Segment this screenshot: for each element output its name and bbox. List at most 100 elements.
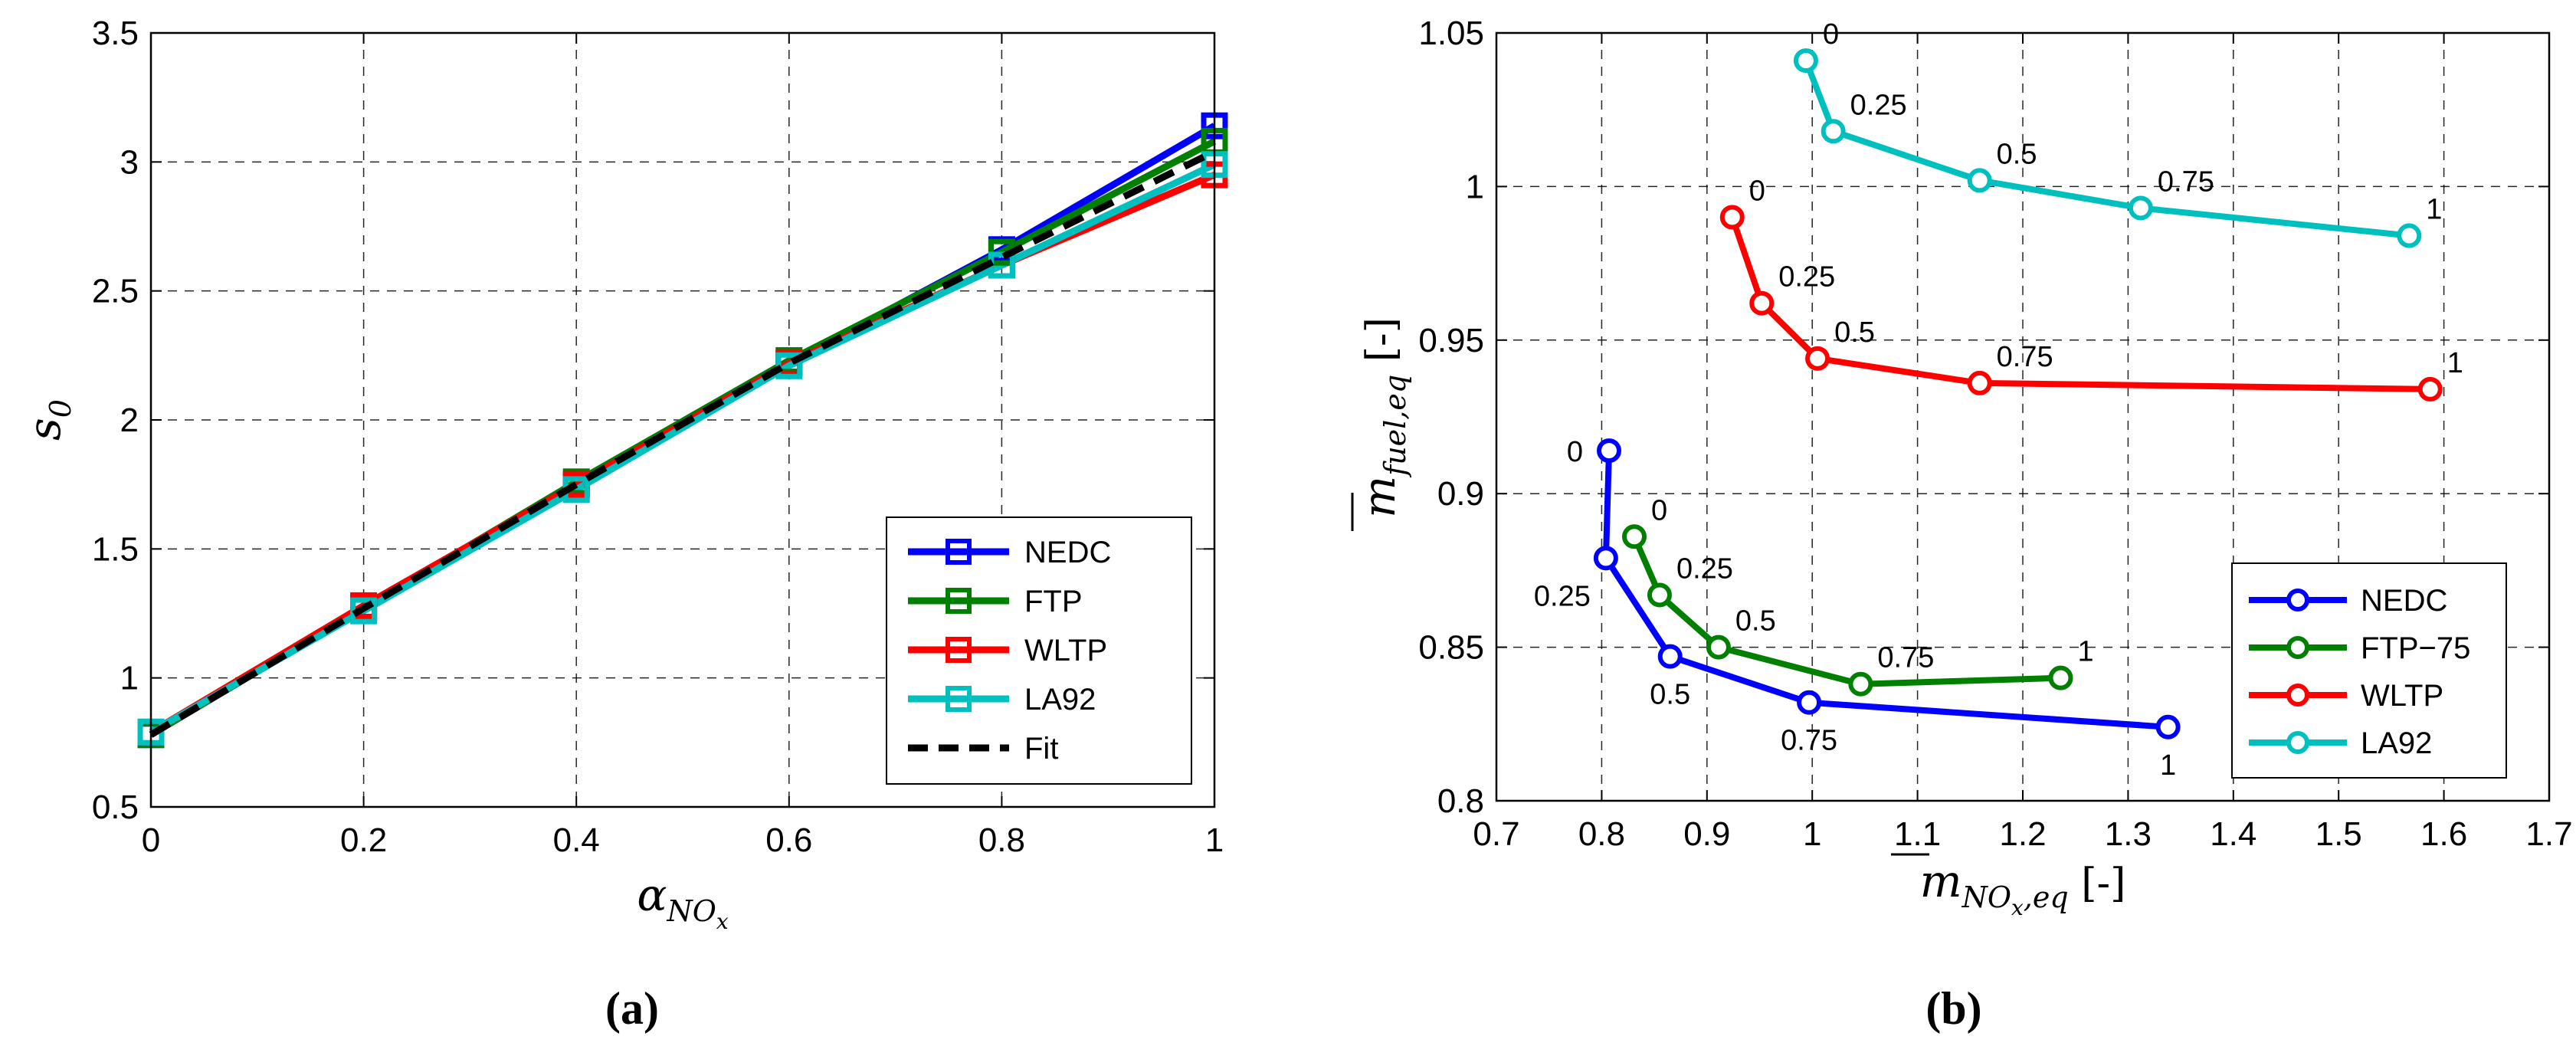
data-point: [1967, 370, 1992, 395]
caption-b: (b): [1925, 983, 1981, 1034]
x-tick-label: 0.6: [765, 821, 812, 859]
data-point: [1793, 48, 1818, 74]
point-label: 0.75: [1997, 341, 2053, 373]
data-point: [1597, 438, 1622, 464]
x-tick-label: 1.7: [2525, 815, 2572, 853]
y-tick-label: 3.5: [92, 15, 139, 52]
legend-label: NEDC: [1024, 536, 1111, 569]
x-axis-label-sub2: ,eq: [2024, 880, 2069, 914]
legend-label: NEDC: [2361, 584, 2447, 618]
data-point: [1621, 524, 1647, 549]
legend-label: WLTP: [2361, 679, 2443, 713]
x-axis-unit: [-]: [2069, 861, 2126, 907]
legend-swatch-marker: [2286, 684, 2309, 707]
legend-swatch-marker: [946, 637, 972, 663]
x-tick-label: 1.1: [1894, 815, 1941, 853]
y-axis-label-sub: 0: [44, 399, 77, 418]
fit-line: [149, 148, 1217, 738]
legend: NEDC FTP−75 WLTP LA92: [2231, 562, 2507, 779]
x-tick-label: 1.6: [2420, 815, 2467, 853]
point-label: 1: [2160, 749, 2176, 782]
data-point: [1848, 671, 1873, 697]
y-tick-label: 3: [120, 143, 139, 181]
point-label: 0.25: [1778, 261, 1835, 293]
legend-label: WLTP: [1024, 634, 1107, 667]
point-label: 0.75: [1877, 642, 1934, 674]
legend-label: LA92: [1024, 683, 1096, 716]
data-point: [1706, 634, 1731, 660]
x-axis-label: mNOx,eq [-]: [1920, 855, 2126, 920]
legend-label: FTP−75: [2361, 631, 2470, 665]
y-axis-label-sub: fuel,eq: [1378, 375, 1412, 478]
chart-a: 0 0.2 0.4 0.6 0.8 1 0.5 1 1.5 2 2.5 3 3.5 NEDC FTP WLTP…: [18, 15, 1228, 1034]
y-tick-label: 1.5: [92, 530, 139, 568]
y-tick-label: 0.95: [1418, 322, 1484, 359]
y-tick-label: 0.5: [92, 789, 139, 826]
point-label: 0: [1567, 436, 1583, 468]
y-tick-label: 0.9: [1437, 475, 1484, 513]
y-axis-label: mfuel,eq [-]: [1353, 317, 1412, 518]
point-label: 0.75: [2158, 166, 2214, 198]
y-tick-label: 0.85: [1418, 629, 1484, 667]
x-axis-label: αNOx: [637, 869, 729, 934]
point-label: 0: [1749, 175, 1765, 207]
x-tick-label: 1.4: [2210, 815, 2256, 853]
x-tick-label: 1: [1803, 815, 1821, 853]
point-label: 0.5: [1834, 316, 1875, 349]
x-tick-label: 0.9: [1683, 815, 1730, 853]
y-tick-label: 0.8: [1437, 782, 1484, 820]
legend: NEDC FTP WLTP LA92 Fit: [886, 516, 1192, 785]
y-axis-unit: [-]: [1358, 317, 1404, 375]
x-axis-label-subsub: x: [716, 909, 729, 934]
legend-label: Fit: [1024, 732, 1058, 766]
x-tick-label: 1.2: [1999, 815, 2046, 853]
y-tick-label: 1.05: [1418, 15, 1484, 52]
y-axis-label-main: s: [18, 418, 70, 441]
point-label: 0.25: [1534, 580, 1591, 612]
point-label: 0.5: [1650, 679, 1690, 711]
y-axis-label: s0: [18, 399, 77, 441]
data-point: [1647, 582, 1672, 608]
legend-swatch-marker: [946, 588, 972, 614]
data-point: [2417, 376, 2443, 402]
x-axis-label-main: m: [1920, 855, 1962, 907]
y-tick-label: 2: [120, 402, 139, 439]
y-tick-label: 1: [120, 660, 139, 697]
x-tick-label: 1: [1205, 821, 1224, 859]
data-point: [1967, 168, 1992, 193]
data-point: [2128, 195, 2153, 221]
data-point: [1719, 205, 1745, 230]
axes-frame: [1495, 31, 2551, 802]
point-label: 1: [2426, 194, 2442, 226]
data-point: [2397, 223, 2422, 248]
legend-label: FTP: [1024, 585, 1083, 618]
data-point: [2155, 714, 2181, 739]
x-tick-label: 0.8: [1578, 815, 1625, 853]
point-label: 0.25: [1850, 89, 1907, 121]
point-label: 0.5: [1997, 138, 2037, 170]
data-point: [1821, 119, 1846, 144]
y-tick-label: 1: [1466, 168, 1484, 205]
point-label: 1: [2077, 636, 2093, 668]
legend-swatch-marker: [2286, 731, 2309, 754]
x-tick-label: 0.4: [553, 821, 600, 859]
data-point: [1797, 690, 1822, 715]
point-label: 0: [1651, 494, 1667, 526]
axes-frame: [149, 31, 1216, 808]
data-point: [1749, 290, 1775, 316]
x-axis-label-main: α: [637, 869, 667, 921]
chart-b: 0.7 0.8 0.9 1 1.1 1.2 1.3 1.4 1.5 1.6 1.70.80.850.…: [1351, 15, 2573, 1034]
data-point: [2048, 665, 2073, 690]
caption-a: (a): [605, 983, 659, 1034]
x-tick-label: 1.5: [2315, 815, 2362, 853]
x-axis-label-sub: NO: [1961, 880, 2011, 914]
x-tick-label: 0.8: [978, 821, 1025, 859]
x-tick-label: 0: [142, 821, 160, 859]
point-label: 0.5: [1735, 605, 1776, 638]
data-point: [1805, 346, 1830, 371]
point-label: 0.25: [1676, 553, 1733, 585]
x-tick-label: 0.7: [1473, 815, 1519, 853]
point-label: 0: [1823, 18, 1839, 51]
x-axis-label-subsub: x: [2011, 895, 2024, 920]
